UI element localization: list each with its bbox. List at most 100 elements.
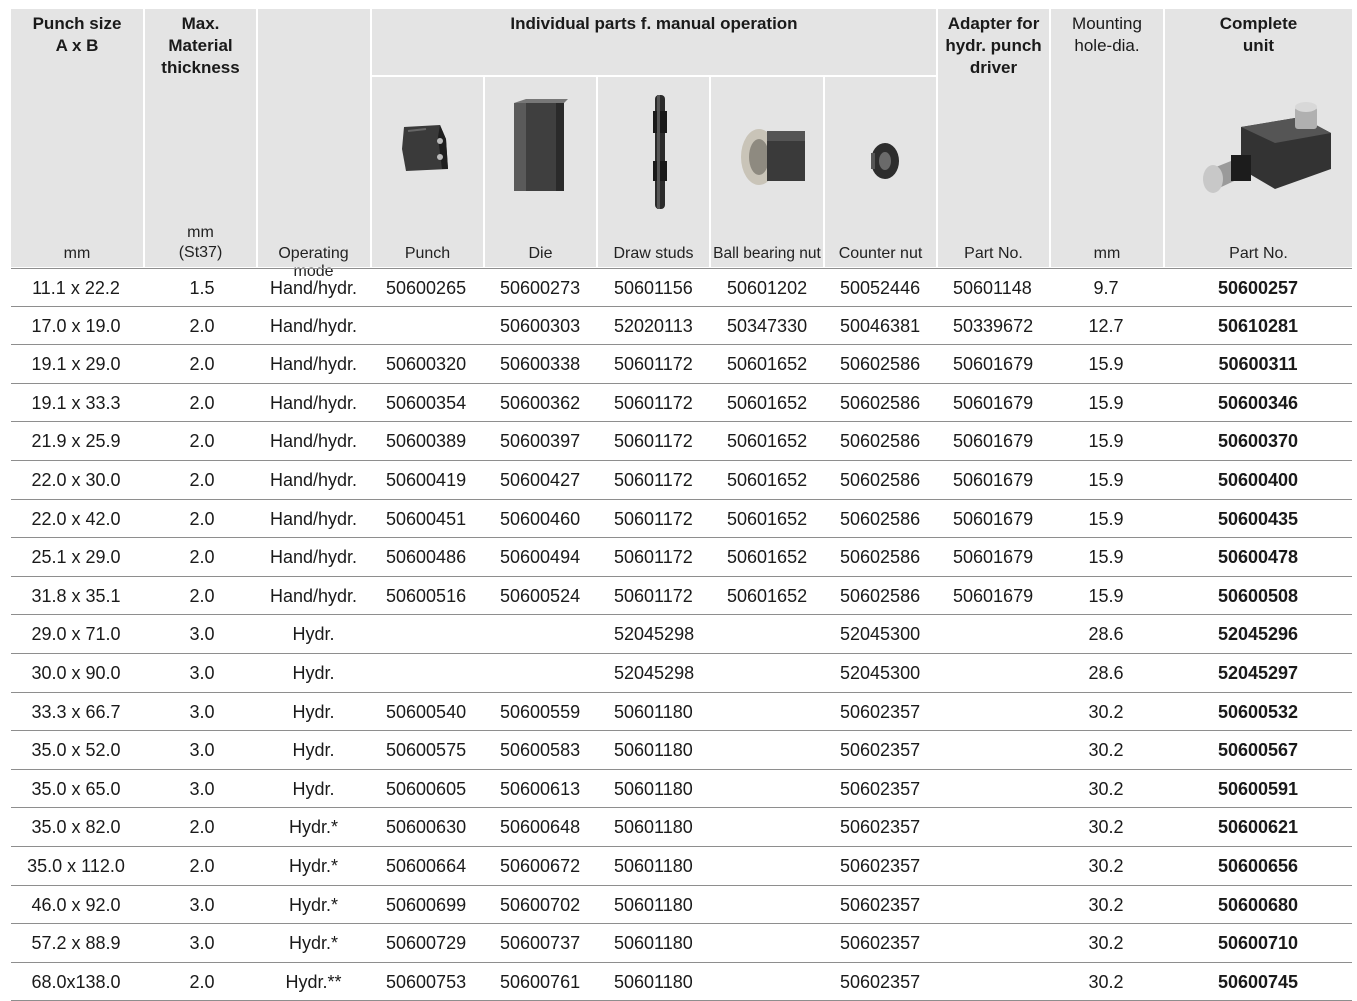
cell-die: 50600648: [500, 817, 581, 838]
cell-thickness: 2.0: [189, 585, 215, 606]
cell-thickness: 3.0: [189, 894, 215, 915]
table-row: 57.2 x 88.9 3.0 Hydr.* 50600729 50600737 5060…: [11, 924, 1352, 963]
cell-punch: 50600320: [386, 354, 467, 375]
cell-die: 50600460: [500, 508, 581, 529]
unit-die: Die: [528, 245, 553, 262]
cell-mode: Hydr.: [292, 778, 335, 799]
cell-thickness: 2.0: [189, 354, 215, 375]
header-adapter: Adapter for hydr. punch driver: [945, 14, 1042, 77]
cell-ball-bearing-nut: 50601652: [727, 508, 808, 529]
cell-counter-nut: 52045300: [840, 624, 921, 645]
cell-adapter: 50601679: [953, 469, 1034, 490]
cell-complete-unit: 50600532: [1217, 701, 1299, 722]
cell-size: 25.1 x 29.0: [31, 547, 121, 568]
cell-draw-stud: 50601172: [614, 392, 693, 413]
cell-counter-nut: 50602586: [840, 585, 921, 606]
unit-draw: Draw studs: [613, 245, 694, 262]
table-row: 19.1 x 29.0 2.0 Hand/hydr. 50600320 50600338…: [11, 345, 1352, 384]
cell-die: 50600737: [500, 933, 581, 954]
cell-complete-unit: 50600346: [1217, 392, 1299, 413]
unit-adapter: Part No.: [964, 245, 1023, 262]
cell-complete-unit: 50600591: [1217, 778, 1299, 799]
table-row: 35.0 x 52.0 3.0 Hydr. 50600575 50600583 50601…: [11, 731, 1352, 770]
cell-hole-dia: 30.2: [1088, 740, 1124, 761]
cell-hole-dia: 15.9: [1088, 585, 1124, 606]
cell-hole-dia: 30.2: [1088, 894, 1124, 915]
cell-thickness: 2.0: [189, 547, 215, 568]
cell-counter-nut: 50602357: [840, 701, 921, 722]
cell-complete-unit: 50600621: [1217, 817, 1299, 838]
cell-thickness: 2.0: [189, 971, 215, 992]
cell-counter-nut: 50602357: [840, 817, 921, 838]
cell-punch: 50600729: [386, 933, 467, 954]
cell-hole-dia: 30.2: [1088, 817, 1124, 838]
table-row: 21.9 x 25.9 2.0 Hand/hydr. 50600389 50600397…: [11, 422, 1352, 461]
cell-mode: Hydr.: [292, 662, 335, 683]
cell-ball-bearing-nut: 50601652: [727, 354, 808, 375]
cell-adapter: 50601679: [953, 431, 1034, 452]
unit-hole: mm: [1093, 245, 1121, 262]
cell-draw-stud: 50601156: [614, 278, 693, 298]
counter-nut-icon: [871, 143, 899, 179]
cell-die: 50600559: [500, 701, 581, 722]
cell-hole-dia: 28.6: [1088, 624, 1124, 645]
cell-thickness: 2.0: [189, 855, 215, 876]
cell-die: 50600583: [500, 740, 581, 761]
cell-ball-bearing-nut: 50601652: [727, 585, 808, 606]
cell-size: 17.0 x 19.0: [31, 315, 121, 336]
cell-complete-unit: 50600656: [1217, 855, 1299, 876]
cell-die: 50600427: [500, 469, 581, 490]
cell-thickness: 3.0: [189, 624, 215, 645]
cell-draw-stud: 50601172: [614, 469, 693, 490]
cell-counter-nut: 50052446: [840, 278, 921, 298]
cell-complete-unit: 50600400: [1217, 469, 1299, 490]
die-icon: [514, 99, 568, 191]
cell-size: 31.8 x 35.1: [31, 585, 121, 606]
cell-mode: Hydr.: [292, 624, 335, 645]
cell-thickness: 2.0: [189, 315, 215, 336]
cell-complete-unit: 50600311: [1218, 354, 1298, 375]
cell-draw-stud: 50601180: [614, 817, 693, 838]
cell-thickness: 3.0: [189, 662, 215, 683]
cell-punch: 50600354: [386, 392, 467, 413]
cell-complete-unit: 50600567: [1217, 740, 1299, 761]
cell-hole-dia: 15.9: [1088, 469, 1124, 490]
cell-counter-nut: 50602357: [840, 894, 921, 915]
cell-size: 30.0 x 90.0: [31, 662, 121, 683]
table-row: 22.0 x 42.0 2.0 Hand/hydr. 50600451 50600460…: [11, 500, 1352, 539]
cell-size: 21.9 x 25.9: [31, 431, 121, 452]
table-row: 17.0 x 19.0 2.0 Hand/hydr. 50600303 52020113…: [11, 307, 1352, 346]
table-row: 35.0 x 65.0 3.0 Hydr. 50600605 50600613 50601…: [11, 770, 1352, 809]
cell-die: 50600338: [500, 354, 581, 375]
cell-punch: 50600753: [386, 971, 467, 992]
cell-size: 46.0 x 92.0: [31, 894, 121, 915]
cell-hole-dia: 9.7: [1093, 278, 1119, 298]
cell-size: 22.0 x 30.0: [31, 469, 121, 490]
cell-mode: Hydr.*: [288, 933, 339, 954]
cell-complete-unit: 52045297: [1217, 662, 1299, 683]
cell-mode: Hand/hydr.: [269, 547, 358, 568]
cell-thickness: 3.0: [189, 933, 215, 954]
cell-draw-stud: 50601172: [614, 547, 693, 568]
cell-mode: Hand/hydr.: [269, 431, 358, 452]
cell-mode: Hand/hydr.: [269, 354, 358, 375]
complete-unit-icon: [1203, 102, 1331, 193]
cell-size: 33.3 x 66.7: [31, 701, 121, 722]
unit-size: mm: [63, 245, 91, 262]
cell-size: 68.0x138.0: [31, 971, 121, 992]
cell-mode: Hand/hydr.: [269, 585, 358, 606]
header-complete-unit: Complete unit: [1219, 14, 1298, 55]
cell-adapter: 50601679: [953, 547, 1034, 568]
cell-draw-stud: 50601180: [614, 740, 693, 761]
cell-counter-nut: 50602586: [840, 354, 921, 375]
cell-punch: 50600486: [386, 547, 467, 568]
cell-adapter: 50601679: [953, 354, 1034, 375]
cell-draw-stud: 50601172: [614, 354, 693, 375]
cell-size: 29.0 x 71.0: [31, 624, 121, 645]
table-row: 29.0 x 71.0 3.0 Hydr. 52045298 52045300 28.6 5…: [11, 615, 1352, 654]
cell-thickness: 2.0: [189, 392, 215, 413]
cell-mode: Hydr.*: [288, 855, 339, 876]
table-row: 35.0 x 112.0 2.0 Hydr.* 50600664 50600672 506…: [11, 847, 1352, 886]
cell-punch: 50600540: [386, 701, 467, 722]
